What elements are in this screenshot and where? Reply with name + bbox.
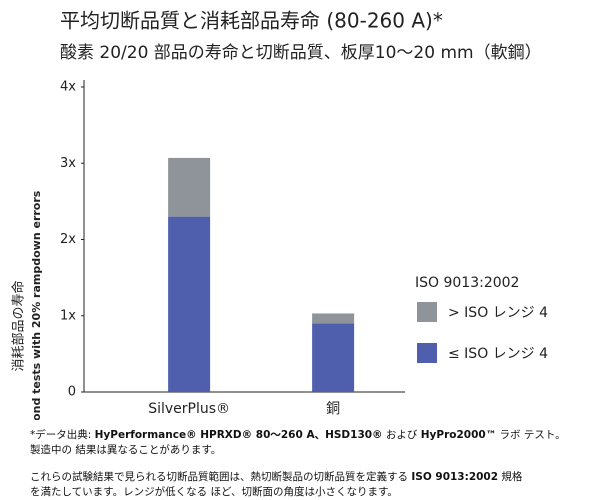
y-tick-label: 3x xyxy=(60,156,76,171)
footnote: *データ出典: HyPerformance® HPRXD® 80～260 A、H… xyxy=(30,428,566,458)
x-tick-label: SilverPlus® xyxy=(148,401,230,417)
x-tick-label: 銅 xyxy=(326,401,340,417)
chart-subtitle: 酸素 20/20 部品の寿命と切断品質、板厚10～20 mm（軟鋼） xyxy=(60,43,542,63)
legend-title: ISO 9013:2002 xyxy=(415,275,519,291)
note-bold: HyPro2000™ xyxy=(420,429,497,441)
chart-title: 平均切断品質と消耗部品寿命 (80-260 A)* xyxy=(60,9,443,33)
note-bold: ISO 9013:2002 xyxy=(411,471,499,483)
y-tick-label: 1x xyxy=(60,308,76,323)
legend-label: > ISO レンジ 4 xyxy=(448,305,548,321)
y-tick-label: 4x xyxy=(60,80,76,95)
note-line: を満たしています。レンジが低くなる ほど、切断面の角度は小さくなります。 xyxy=(30,486,398,498)
y-tick-label: 0 xyxy=(68,385,76,400)
note-text: および xyxy=(382,429,421,441)
y-tick-label: 2x xyxy=(60,232,76,247)
y-axis-label: 20-second tests with 20% rampdown errors xyxy=(30,190,43,420)
bar-segment xyxy=(312,313,355,324)
legend-label: ≤ ISO レンジ 4 xyxy=(448,346,548,362)
note-text: 規格 xyxy=(498,471,523,483)
note-line: これらの試験結果で見られる切断品質範囲は、熱切断製品の切断品質を定義する ISO… xyxy=(30,470,522,485)
note-line: 製造中の 結果は異なることがあります。 xyxy=(30,444,222,456)
bar-segment xyxy=(312,323,355,392)
legend-swatch xyxy=(417,343,437,363)
bar-segment xyxy=(168,216,211,392)
note-text: これらの試験結果で見られる切断品質範囲は、熱切断製品の切断品質を定義する xyxy=(30,471,412,483)
note-text: ラボ テスト。 xyxy=(496,429,566,441)
footnote: これらの試験結果で見られる切断品質範囲は、熱切断製品の切断品質を定義する ISO… xyxy=(30,470,522,500)
bar-segment xyxy=(168,157,211,217)
note-text: *データ出典: xyxy=(30,429,95,441)
y-axis-label: 消耗部品の寿命 xyxy=(11,280,27,371)
legend-swatch xyxy=(417,302,437,322)
note-bold: HyPerformance® HPRXD® 80～260 A、HSD130® xyxy=(94,429,383,441)
chart: 平均切断品質と消耗部品寿命 (80-260 A)* 酸素 20/20 部品の寿命… xyxy=(11,9,549,421)
note-line: *データ出典: HyPerformance® HPRXD® 80～260 A、H… xyxy=(30,428,566,443)
